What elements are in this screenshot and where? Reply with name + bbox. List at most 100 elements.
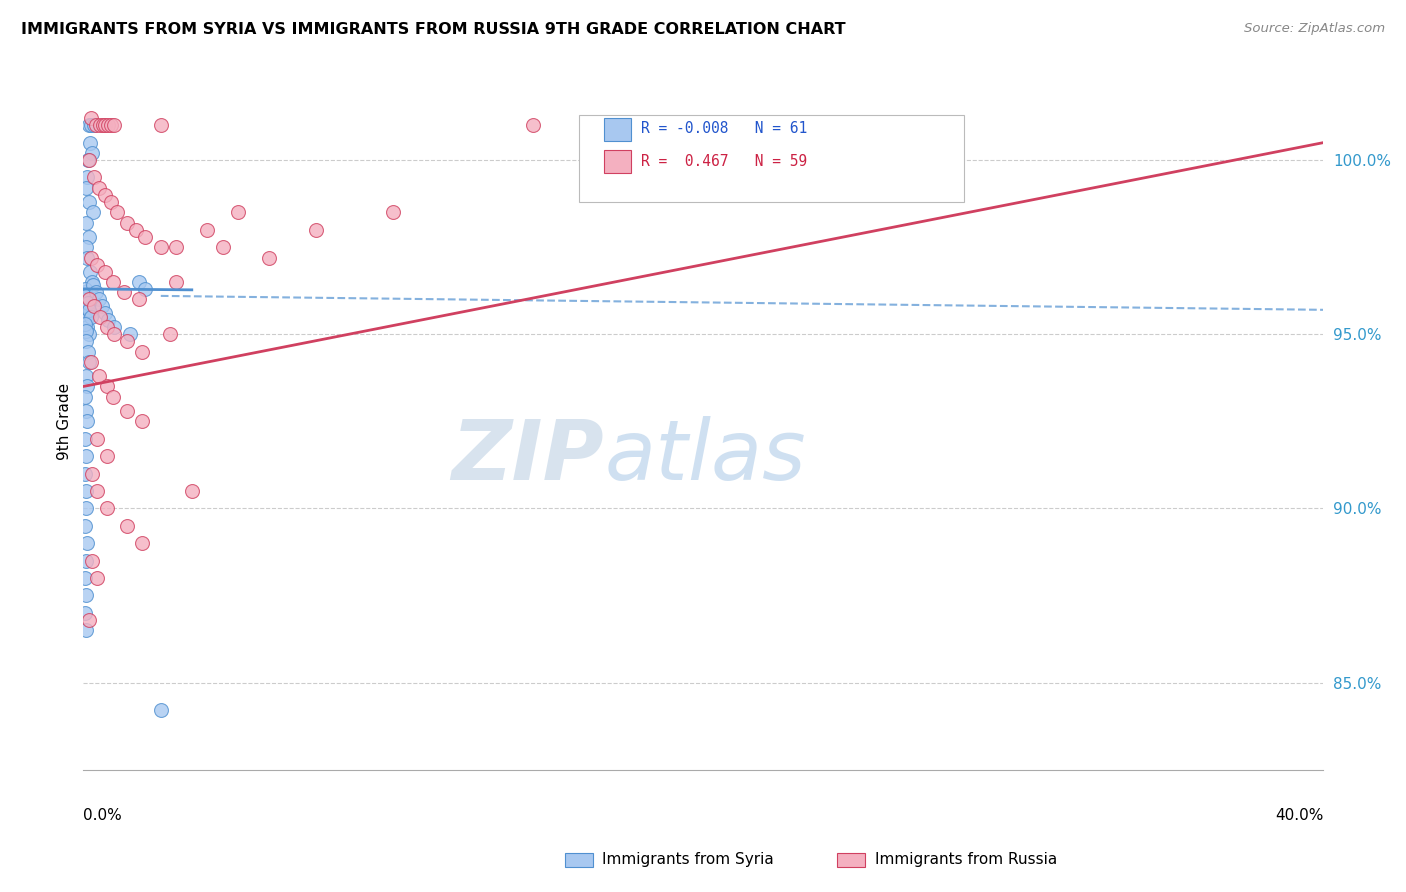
Point bbox=[96, 320, 118, 334]
Point bbox=[77, 296, 100, 310]
Point bbox=[73, 467, 96, 481]
FancyBboxPatch shape bbox=[605, 119, 631, 141]
Point bbox=[76, 170, 98, 185]
FancyBboxPatch shape bbox=[579, 115, 963, 202]
Point bbox=[149, 240, 172, 254]
Point bbox=[149, 703, 172, 717]
Text: IMMIGRANTS FROM SYRIA VS IMMIGRANTS FROM RUSSIA 9TH GRADE CORRELATION CHART: IMMIGRANTS FROM SYRIA VS IMMIGRANTS FROM… bbox=[21, 22, 846, 37]
Point bbox=[96, 379, 118, 393]
Point bbox=[87, 181, 110, 195]
Point bbox=[84, 285, 107, 300]
Point bbox=[87, 293, 110, 307]
Point bbox=[165, 240, 187, 254]
Point bbox=[128, 293, 150, 307]
Point bbox=[80, 112, 103, 126]
Point bbox=[75, 293, 97, 307]
Point bbox=[80, 275, 103, 289]
Point bbox=[100, 194, 122, 209]
Text: Immigrants from Russia: Immigrants from Russia bbox=[875, 853, 1057, 867]
Point bbox=[159, 327, 181, 342]
Point bbox=[94, 118, 117, 132]
Point bbox=[128, 275, 150, 289]
Text: 40.0%: 40.0% bbox=[1275, 808, 1323, 823]
Point bbox=[75, 285, 97, 300]
Point bbox=[75, 589, 97, 603]
Point bbox=[79, 264, 101, 278]
Point bbox=[80, 553, 103, 567]
Point bbox=[80, 118, 103, 132]
Point bbox=[93, 118, 115, 132]
Point bbox=[105, 205, 128, 219]
Point bbox=[101, 275, 124, 289]
Point bbox=[90, 299, 112, 313]
Point bbox=[80, 355, 103, 369]
Point bbox=[180, 483, 202, 498]
Point bbox=[76, 320, 98, 334]
Point bbox=[75, 404, 97, 418]
Point bbox=[94, 306, 117, 320]
Point bbox=[86, 432, 108, 446]
Point bbox=[112, 285, 135, 300]
Point bbox=[103, 320, 125, 334]
Point bbox=[79, 194, 101, 209]
Point bbox=[103, 118, 125, 132]
Point bbox=[80, 251, 103, 265]
Point bbox=[125, 223, 148, 237]
Point bbox=[77, 153, 100, 167]
Point bbox=[115, 216, 138, 230]
Point bbox=[101, 390, 124, 404]
Point bbox=[77, 613, 100, 627]
Point bbox=[75, 518, 97, 533]
Point bbox=[103, 327, 125, 342]
Point bbox=[96, 449, 118, 463]
Point bbox=[134, 282, 156, 296]
Point bbox=[75, 181, 97, 195]
Point bbox=[75, 313, 97, 327]
Point bbox=[97, 118, 120, 132]
Point bbox=[382, 205, 405, 219]
Point bbox=[75, 449, 97, 463]
Point bbox=[76, 414, 98, 428]
Point bbox=[79, 136, 101, 150]
Point bbox=[75, 216, 97, 230]
Point bbox=[149, 118, 172, 132]
Point bbox=[86, 258, 108, 272]
Point bbox=[259, 251, 281, 265]
Point bbox=[83, 170, 105, 185]
Text: atlas: atlas bbox=[605, 416, 806, 497]
Point bbox=[76, 379, 98, 393]
FancyBboxPatch shape bbox=[605, 151, 631, 172]
Point bbox=[84, 118, 107, 132]
Point bbox=[79, 306, 101, 320]
Point bbox=[226, 205, 249, 219]
Point bbox=[75, 289, 97, 303]
Y-axis label: 9th Grade: 9th Grade bbox=[58, 383, 72, 460]
Point bbox=[86, 483, 108, 498]
Point bbox=[75, 624, 97, 638]
Point bbox=[80, 467, 103, 481]
Point bbox=[77, 293, 100, 307]
Point bbox=[115, 334, 138, 348]
Point bbox=[77, 344, 100, 359]
Point bbox=[75, 369, 97, 384]
Point bbox=[75, 553, 97, 567]
Point bbox=[79, 302, 101, 317]
Point bbox=[94, 187, 117, 202]
Text: 0.0%: 0.0% bbox=[83, 808, 122, 823]
Point bbox=[131, 536, 153, 550]
Point bbox=[80, 310, 103, 324]
Point bbox=[195, 223, 218, 237]
Point bbox=[75, 334, 97, 348]
Point bbox=[79, 355, 101, 369]
Point bbox=[115, 404, 138, 418]
Text: ZIP: ZIP bbox=[451, 416, 605, 497]
Point bbox=[115, 518, 138, 533]
Point bbox=[76, 536, 98, 550]
Point bbox=[75, 483, 97, 498]
Text: R =  0.467   N = 59: R = 0.467 N = 59 bbox=[641, 154, 807, 169]
Point bbox=[97, 313, 120, 327]
Text: Immigrants from Syria: Immigrants from Syria bbox=[602, 853, 773, 867]
Point bbox=[73, 606, 96, 620]
Point bbox=[131, 344, 153, 359]
Point bbox=[96, 501, 118, 516]
